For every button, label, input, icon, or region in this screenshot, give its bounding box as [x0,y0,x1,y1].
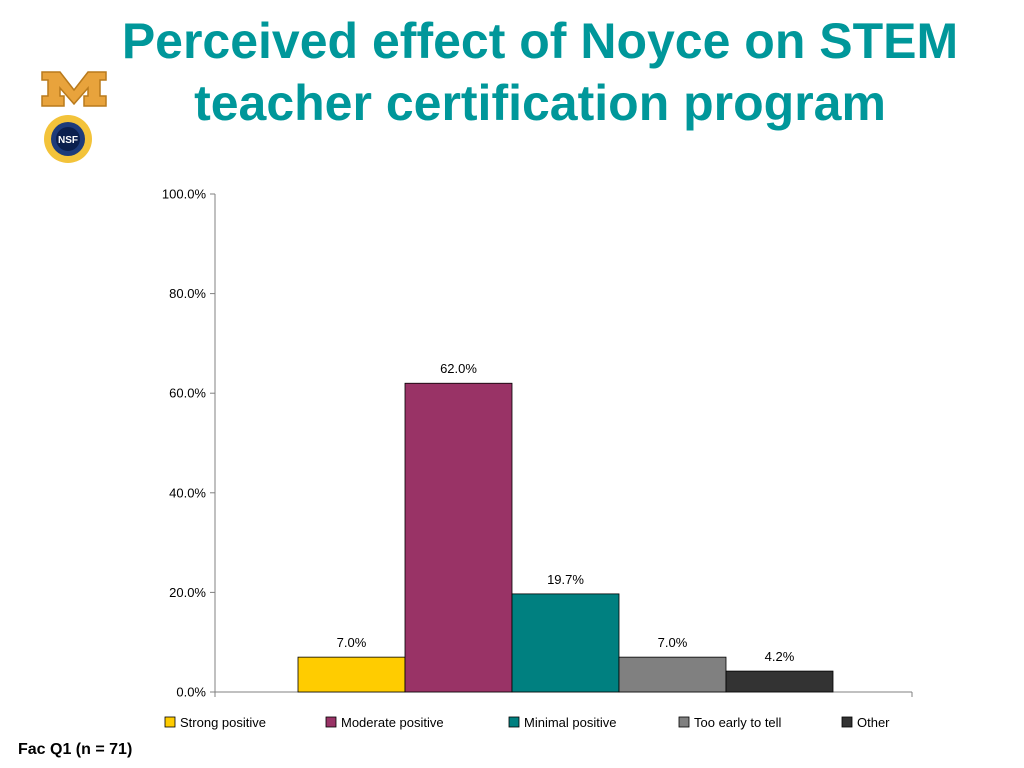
bar-minimal-positive [511,593,620,693]
legend-swatch [678,716,690,728]
footer-note: Fac Q1 (n = 71) [18,741,133,758]
bar-strong-positive [297,656,406,693]
legend-swatch [508,716,520,728]
data-label: 4.2% [765,649,795,664]
legend-swatch [164,716,176,728]
legend-swatch [325,716,337,728]
y-tick-label: 20.0% [169,585,206,600]
y-tick-label: 0.0% [176,685,206,700]
bar-other [725,670,834,693]
data-label: 7.0% [337,635,367,650]
data-label: 7.0% [658,635,688,650]
legend-label: Moderate positive [341,715,444,730]
nsf-logo-text: NSF [58,135,78,146]
page-title: Perceived effect of Noyce on STEM teache… [121,13,959,131]
legend-swatch [841,716,853,728]
nsf-seal-logo: NSF [44,115,92,163]
legend-label: Other [857,715,890,730]
minnesota-m-logo [41,71,107,107]
y-tick-label: 80.0% [169,286,206,301]
legend-label: Minimal positive [524,715,616,730]
data-label: 19.7% [547,572,584,587]
y-tick-label: 100.0% [162,187,207,202]
y-tick-label: 40.0% [169,485,206,500]
bar-moderate-positive [404,382,513,693]
y-tick-label: 60.0% [169,386,206,401]
legend-label: Strong positive [180,715,266,730]
bar-too-early-to-tell [618,656,727,693]
legend-label: Too early to tell [694,715,782,730]
data-label: 62.0% [440,361,477,376]
